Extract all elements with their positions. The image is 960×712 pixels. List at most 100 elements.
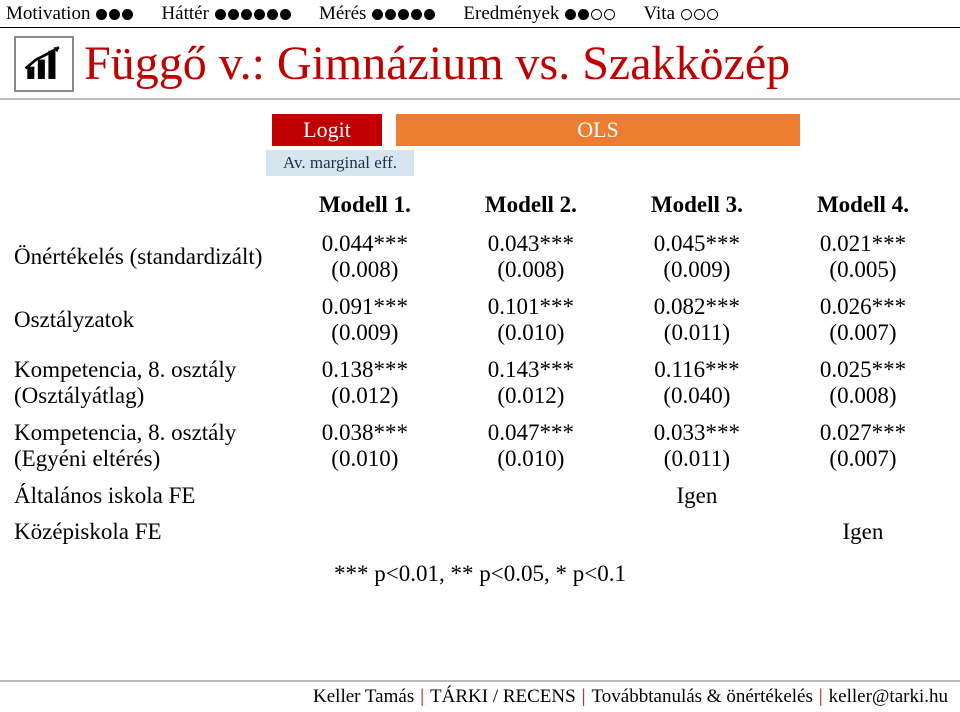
table-cell: 0.027***(0.007) xyxy=(780,418,946,475)
dot-filled-icon xyxy=(411,9,422,20)
table-row: Kompetencia, 8. osztály (Egyéni eltérés)… xyxy=(14,418,946,475)
table-row: Középiskola FEIgen xyxy=(14,517,946,547)
progress-dots xyxy=(96,7,133,20)
estimate: 0.026*** xyxy=(820,294,906,319)
table-cell: 0.044***(0.008) xyxy=(282,229,448,286)
table-cell: 0.043***(0.008) xyxy=(448,229,614,286)
footer-email: keller@tarki.hu xyxy=(829,686,948,708)
dot-empty-icon xyxy=(694,9,705,20)
dot-filled-icon xyxy=(578,9,589,20)
table-cell: 0.091***(0.009) xyxy=(282,292,448,349)
table-cell: 0.033***(0.011) xyxy=(614,418,780,475)
table-cell: 0.138***(0.012) xyxy=(282,355,448,412)
col-header: Modell 3. xyxy=(614,192,780,223)
row-label: Kompetencia, 8. osztály (Osztályátlag) xyxy=(14,355,282,412)
table-header-row: Modell 1. Modell 2. Modell 3. Modell 4. xyxy=(14,192,946,223)
std-error: (0.009) xyxy=(663,257,730,282)
estimate: 0.101*** xyxy=(488,294,574,319)
estimate: 0.043*** xyxy=(488,231,574,256)
progress-dots xyxy=(565,7,615,20)
row-label: Általános iskola FE xyxy=(14,481,282,511)
estimate: 0.082*** xyxy=(654,294,740,319)
std-error: (0.010) xyxy=(331,446,398,471)
table-cell: Igen xyxy=(780,517,946,547)
progress-label: Háttér xyxy=(161,3,208,25)
std-error: (0.011) xyxy=(664,320,730,345)
estimate: 0.116*** xyxy=(654,357,739,382)
dot-empty-icon xyxy=(707,9,718,20)
std-error: (0.007) xyxy=(829,446,896,471)
progress-label: Motivation xyxy=(6,3,90,25)
dot-filled-icon xyxy=(228,9,239,20)
progress-section[interactable]: Eredmények xyxy=(463,3,615,25)
dot-empty-icon xyxy=(591,9,602,20)
table-row: Osztályzatok0.091***(0.009)0.101***(0.01… xyxy=(14,292,946,349)
table-cell: 0.021***(0.005) xyxy=(780,229,946,286)
table-cell: 0.082***(0.011) xyxy=(614,292,780,349)
estimate: 0.045*** xyxy=(654,231,740,256)
marginal-eff-row: Av. marginal eff. xyxy=(0,146,960,182)
table-row: Önértékelés (standardizált)0.044***(0.00… xyxy=(14,229,946,286)
std-error: (0.008) xyxy=(829,383,896,408)
estimate: 0.138*** xyxy=(322,357,408,382)
estimate: 0.044*** xyxy=(322,231,408,256)
slide-title: Függő v.: Gimnázium vs. Szakközép xyxy=(84,40,790,88)
std-error: (0.008) xyxy=(497,257,564,282)
std-error: (0.009) xyxy=(331,320,398,345)
results-table: Modell 1. Modell 2. Modell 3. Modell 4. … xyxy=(14,186,946,553)
progress-label: Eredmények xyxy=(463,3,559,25)
table-cell xyxy=(614,517,780,547)
col-header: Modell 2. xyxy=(448,192,614,223)
table-cell: 0.101***(0.010) xyxy=(448,292,614,349)
footer-sep: | xyxy=(576,686,592,708)
results-table-wrap: Modell 1. Modell 2. Modell 3. Modell 4. … xyxy=(0,182,960,587)
table-cell: 0.143***(0.012) xyxy=(448,355,614,412)
title-row: Függő v.: Gimnázium vs. Szakközép xyxy=(0,28,960,100)
std-error: (0.010) xyxy=(497,446,564,471)
std-error: (0.011) xyxy=(664,446,730,471)
footer-affil: TÁRKI / RECENS xyxy=(430,686,576,708)
dot-filled-icon xyxy=(424,9,435,20)
footer-author: Keller Tamás xyxy=(313,686,414,708)
progress-section[interactable]: Háttér xyxy=(161,3,290,25)
dot-filled-icon xyxy=(96,9,107,20)
std-error: (0.040) xyxy=(663,383,730,408)
table-row: Kompetencia, 8. osztály (Osztályátlag)0.… xyxy=(14,355,946,412)
estimate: 0.025*** xyxy=(820,357,906,382)
progress-section[interactable]: Vita xyxy=(643,3,718,25)
estimate: 0.027*** xyxy=(820,420,906,445)
progress-label: Vita xyxy=(643,3,675,25)
dot-filled-icon xyxy=(398,9,409,20)
progress-dots xyxy=(372,7,435,20)
header-marginal-eff: Av. marginal eff. xyxy=(266,150,414,176)
table-cell xyxy=(448,517,614,547)
header-ols: OLS xyxy=(396,114,800,146)
table-cell: 0.047***(0.010) xyxy=(448,418,614,475)
dot-empty-icon xyxy=(681,9,692,20)
progress-section[interactable]: Motivation xyxy=(6,3,133,25)
significance-note: *** p<0.01, ** p<0.05, * p<0.1 xyxy=(14,553,946,587)
progress-dots xyxy=(681,7,718,20)
progress-nav: Motivation Háttér Mérés Eredmények Vita xyxy=(0,0,960,28)
dot-filled-icon xyxy=(267,9,278,20)
col-header: Modell 4. xyxy=(780,192,946,223)
estimate: 0.021*** xyxy=(820,231,906,256)
dot-filled-icon xyxy=(254,9,265,20)
table-cell: 0.025***(0.008) xyxy=(780,355,946,412)
footer-sep: | xyxy=(414,686,430,708)
std-error: (0.010) xyxy=(497,320,564,345)
table-cell xyxy=(780,481,946,511)
std-error: (0.005) xyxy=(829,257,896,282)
bar-chart-icon xyxy=(14,36,74,92)
estimate: 0.033*** xyxy=(654,420,740,445)
table-cell xyxy=(448,481,614,511)
estimate: 0.047*** xyxy=(488,420,574,445)
progress-section[interactable]: Mérés xyxy=(319,3,435,25)
std-error: (0.008) xyxy=(331,257,398,282)
estimate: 0.038*** xyxy=(322,420,408,445)
table-cell: 0.116***(0.040) xyxy=(614,355,780,412)
footer-sep: | xyxy=(813,686,829,708)
dot-filled-icon xyxy=(122,9,133,20)
dot-filled-icon xyxy=(280,9,291,20)
slide-footer: Keller Tamás | TÁRKI / RECENS | Továbbta… xyxy=(0,680,960,712)
